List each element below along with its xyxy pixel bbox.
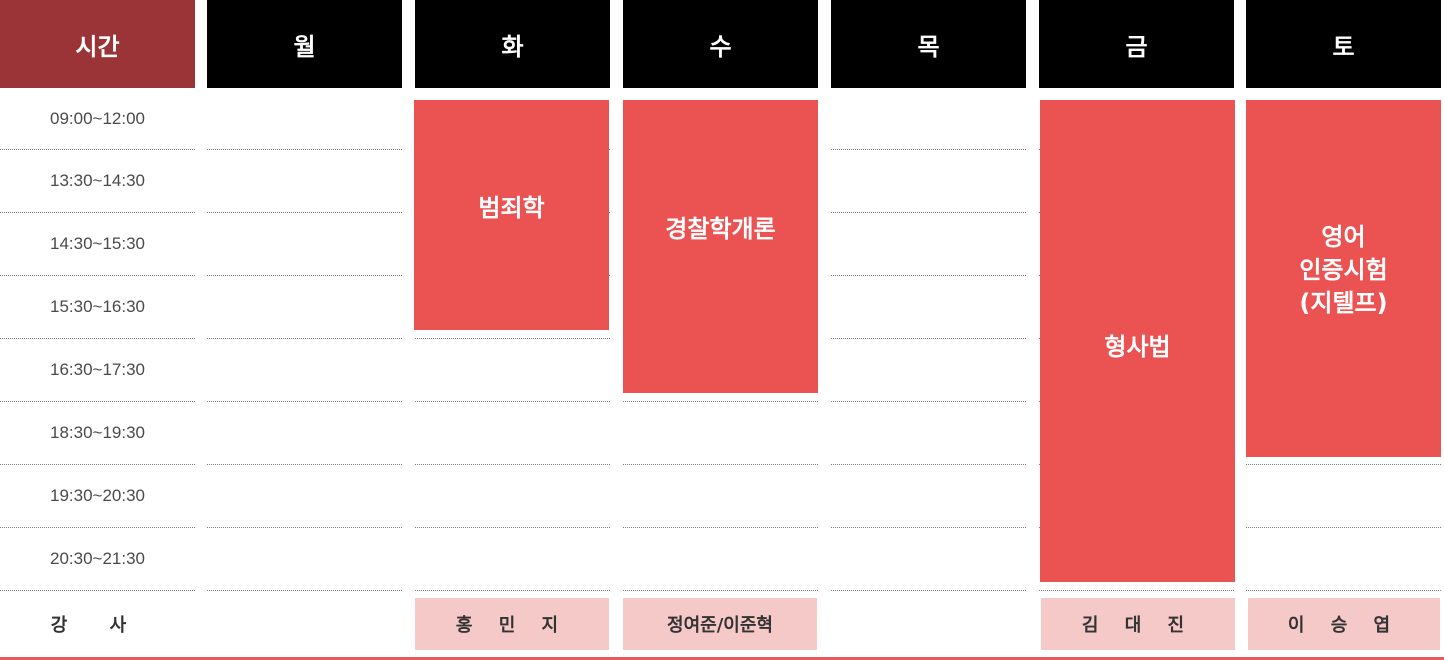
time-slot: 20:30~21:30 [0, 528, 195, 591]
instructor-cell-tue: 홍 민 지 [415, 598, 609, 650]
grid-cell [623, 465, 818, 528]
grid-cell [831, 465, 1026, 528]
grid-cell [623, 528, 818, 591]
bottom-rule [0, 657, 1444, 660]
instructor-label: 강 사 [50, 615, 145, 636]
day-column-thu [831, 88, 1026, 591]
course-block-police-studies[interactable]: 경찰학개론 [623, 100, 818, 393]
time-slot: 16:30~17:30 [0, 339, 195, 402]
grid-cell [623, 402, 818, 465]
course-block-criminal-law[interactable]: 형사법 [1040, 100, 1235, 582]
time-slot: 09:00~12:00 [0, 88, 195, 150]
grid-cell [831, 528, 1026, 591]
grid-cell [207, 213, 402, 276]
instructor-cell-wed: 정여준/이준혁 [623, 598, 817, 650]
course-title: 형사법 [1104, 332, 1171, 361]
header-day-wed: 수 [623, 0, 818, 88]
course-title: 범죄학 [478, 193, 545, 222]
course-block-criminology[interactable]: 범죄학 [414, 100, 609, 330]
grid-cell [1246, 402, 1441, 465]
time-slot: 14:30~15:30 [0, 213, 195, 276]
instructor-cell-fri: 김 대 진 [1041, 598, 1235, 650]
grid-cell [415, 465, 610, 528]
grid-cell [207, 465, 402, 528]
header-day-tue: 화 [415, 0, 610, 88]
time-column: 09:00~12:00 13:30~14:30 14:30~15:30 15:3… [0, 88, 195, 591]
time-slot: 15:30~16:30 [0, 276, 195, 339]
grid-cell [1246, 465, 1441, 528]
grid-cell [207, 150, 402, 213]
grid-cell [831, 213, 1026, 276]
instructor-cell-sat: 이 승 엽 [1248, 598, 1440, 650]
grid-cell [623, 339, 818, 402]
header-day-mon: 월 [207, 0, 402, 88]
grid-cell [831, 88, 1026, 150]
course-block-english-test[interactable]: 영어 인증시험 (지텔프) [1246, 100, 1441, 457]
course-title: 영어 인증시험 (지텔프) [1299, 223, 1388, 317]
grid-cell [207, 88, 402, 150]
header-time: 시간 [0, 0, 195, 88]
grid-cell [415, 402, 610, 465]
grid-cell [831, 276, 1026, 339]
time-slot: 18:30~19:30 [0, 402, 195, 465]
grid-cell [1039, 528, 1234, 591]
grid-cell [207, 339, 402, 402]
grid-cell [1246, 528, 1441, 591]
grid-cell [415, 339, 610, 402]
time-slot: 13:30~14:30 [0, 150, 195, 213]
time-slot: 19:30~20:30 [0, 465, 195, 528]
grid-cell [415, 528, 610, 591]
header-day-thu: 목 [831, 0, 1026, 88]
grid-cell [207, 528, 402, 591]
day-column-mon [207, 88, 402, 591]
course-title: 경찰학개론 [665, 215, 776, 243]
grid-cell [831, 402, 1026, 465]
header-day-sat: 토 [1246, 0, 1441, 88]
grid-cell [207, 402, 402, 465]
grid-cell [207, 276, 402, 339]
header-day-fri: 금 [1039, 0, 1234, 88]
grid-cell [831, 150, 1026, 213]
grid-cell [415, 276, 610, 339]
grid-cell [831, 339, 1026, 402]
